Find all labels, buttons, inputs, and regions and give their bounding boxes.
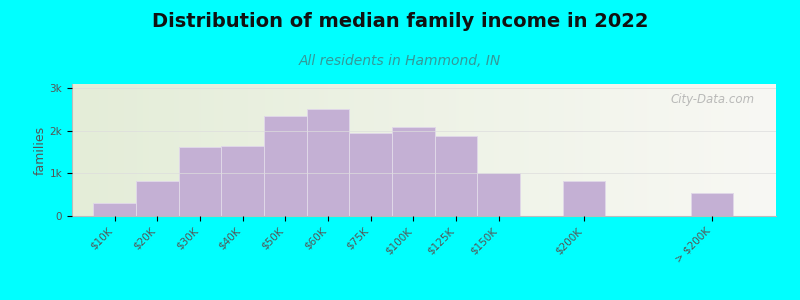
Bar — [306, 109, 350, 216]
Bar — [478, 172, 520, 216]
Bar — [94, 203, 136, 216]
Bar — [562, 181, 606, 216]
Text: Distribution of median family income in 2022: Distribution of median family income in … — [152, 12, 648, 31]
Text: City-Data.com: City-Data.com — [670, 93, 755, 106]
Bar — [434, 136, 478, 216]
Y-axis label: families: families — [34, 125, 46, 175]
Bar — [178, 147, 222, 216]
Bar — [264, 116, 306, 216]
Bar — [350, 133, 392, 216]
Bar — [690, 194, 734, 216]
Text: All residents in Hammond, IN: All residents in Hammond, IN — [299, 54, 501, 68]
Bar — [222, 146, 264, 216]
Bar — [136, 181, 178, 216]
Bar — [392, 127, 434, 216]
